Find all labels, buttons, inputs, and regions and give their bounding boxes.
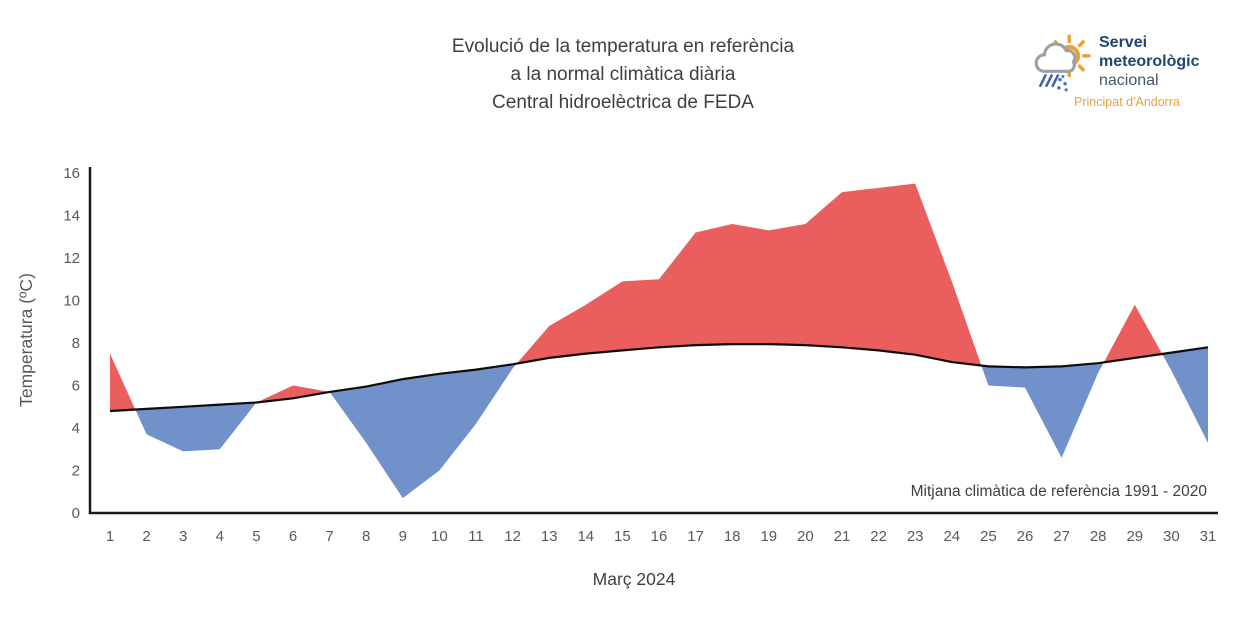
chart-title-line-2: a la normal climàtica diària <box>510 64 736 85</box>
x-tick-label: 8 <box>362 528 370 545</box>
below-normal-area <box>135 402 257 452</box>
y-tick-label: 2 <box>72 463 80 480</box>
x-tick-label: 11 <box>468 528 484 545</box>
x-tick-label: 15 <box>614 528 631 545</box>
x-tick-label: 25 <box>980 528 997 545</box>
reference-annotation: Mitjana climàtica de referència 1991 - 2… <box>911 483 1208 500</box>
y-tick-label: 0 <box>72 505 80 522</box>
x-tick-label: 7 <box>325 528 333 545</box>
y-tick-label: 8 <box>72 335 80 352</box>
below-normal-area <box>329 363 517 499</box>
x-tick-label: 3 <box>179 528 187 545</box>
x-tick-label: 14 <box>577 528 594 545</box>
below-normal-area <box>981 362 1104 458</box>
x-tick-label: 22 <box>870 528 887 545</box>
x-tick-label: 19 <box>760 528 777 545</box>
x-tick-label: 2 <box>142 528 150 545</box>
x-tick-label: 4 <box>216 528 224 545</box>
x-tick-label: 16 <box>651 528 668 545</box>
x-axis-title: Març 2024 <box>593 569 676 589</box>
y-axis-title: Temperatura (ºC) <box>16 273 36 407</box>
below-normal-area <box>1162 347 1208 443</box>
y-tick-label: 12 <box>63 250 80 267</box>
y-tick-label: 14 <box>63 208 80 225</box>
logo-name-line-1: Servei <box>1099 33 1148 51</box>
x-tick-label: 29 <box>1126 528 1143 545</box>
y-tick-label: 6 <box>72 378 80 395</box>
x-tick-label: 27 <box>1053 528 1070 545</box>
x-tick-label: 5 <box>252 528 260 545</box>
y-tick-label: 10 <box>63 293 80 310</box>
above-normal-area <box>516 183 982 366</box>
x-tick-label: 26 <box>1017 528 1034 545</box>
x-axis-tick-labels: 1 2 3 4 5 6 7 8 9 10 11 12 13 14 15 16 17 18 19 20 21 22 23 24 2… <box>106 528 1217 545</box>
logo-row: Servei meteorològic nacional <box>1032 30 1222 92</box>
sun-cloud-rain-icon <box>1034 34 1091 92</box>
x-tick-label: 9 <box>399 528 407 545</box>
above-normal-area <box>110 353 136 411</box>
y-axis-tick-labels: 0 2 4 6 8 10 12 14 16 <box>63 165 80 522</box>
x-tick-label: 20 <box>797 528 814 545</box>
x-tick-label: 30 <box>1163 528 1180 545</box>
climate-normal-line <box>109 343 1209 413</box>
x-tick-label: 12 <box>504 528 521 545</box>
logo-name-line-3: nacional <box>1099 71 1159 89</box>
chart-title-line-3: Central hidroelèctrica de FEDA <box>492 92 754 113</box>
x-tick-label: 10 <box>431 528 448 545</box>
above-normal-area <box>1103 304 1163 363</box>
chart-title-line-1: Evolució de la temperatura en referència <box>451 36 795 57</box>
x-tick-label: 6 <box>289 528 297 545</box>
x-tick-label: 1 <box>106 528 114 545</box>
logo-text: Servei meteorològic nacional <box>1099 33 1199 90</box>
y-tick-label: 4 <box>72 420 80 437</box>
chart-title: Evolució de la temperatura en referència… <box>0 33 1246 117</box>
x-tick-label: 21 <box>834 528 851 545</box>
above-normal-area <box>256 385 330 403</box>
logo-name-line-2: meteorològic <box>1099 52 1200 70</box>
x-tick-label: 17 <box>687 528 704 545</box>
x-tick-label: 23 <box>907 528 924 545</box>
anomaly-areas <box>110 183 1208 499</box>
servei-meteorologic-logo: Servei meteorològic nacional Principat d… <box>1032 30 1222 109</box>
x-tick-label: 28 <box>1090 528 1107 545</box>
x-tick-label: 18 <box>724 528 741 545</box>
y-tick-label: 16 <box>63 165 80 182</box>
x-tick-label: 24 <box>943 528 960 545</box>
x-tick-label: 13 <box>541 528 558 545</box>
x-tick-label: 31 <box>1200 528 1217 545</box>
logo-subtitle: Principat d'Andorra <box>1074 95 1180 109</box>
